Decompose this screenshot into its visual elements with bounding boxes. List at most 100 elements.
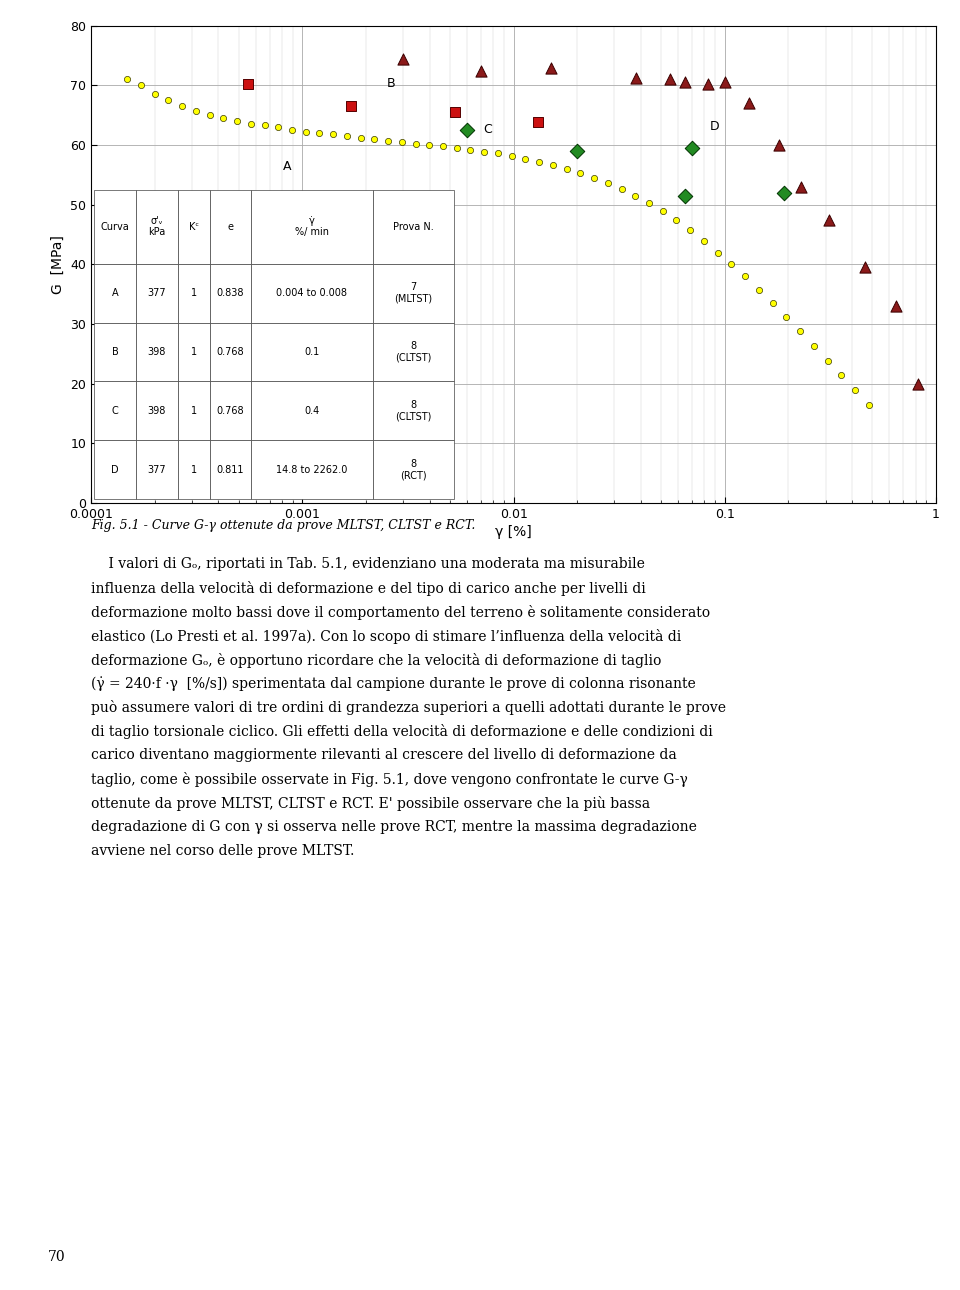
- Point: [447, 102, 463, 123]
- Point: [459, 120, 474, 141]
- Point: [504, 146, 519, 166]
- Point: [700, 74, 715, 94]
- Point: [821, 209, 836, 230]
- Point: [669, 209, 684, 230]
- Point: [229, 111, 245, 132]
- Point: [833, 365, 849, 386]
- Text: I valori di Gₒ, riportati in Tab. 5.1, evidenziano una moderata ma misurabile: I valori di Gₒ, riportati in Tab. 5.1, e…: [91, 557, 645, 571]
- Text: D: D: [709, 120, 719, 133]
- Point: [678, 72, 693, 93]
- Point: [600, 173, 615, 194]
- Point: [545, 155, 561, 175]
- Point: [678, 186, 693, 206]
- Point: [765, 293, 780, 313]
- Text: elastico (Lo Presti et al. 1997a). Con lo scopo di stimare l’influenza della vel: elastico (Lo Presti et al. 1997a). Con l…: [91, 630, 682, 644]
- Point: [435, 135, 450, 156]
- Point: [449, 138, 465, 159]
- Point: [202, 104, 217, 125]
- Point: [683, 219, 698, 240]
- Text: avviene nel corso delle prove MLTST.: avviene nel corso delle prove MLTST.: [91, 844, 354, 858]
- Point: [771, 135, 786, 156]
- Point: [655, 200, 670, 221]
- Point: [910, 374, 925, 395]
- Point: [119, 70, 134, 90]
- Point: [724, 254, 739, 275]
- Point: [243, 114, 258, 134]
- Text: B: B: [387, 77, 396, 90]
- Point: [463, 139, 478, 160]
- Point: [491, 143, 506, 164]
- Text: C: C: [484, 123, 492, 137]
- Text: deformazione Gₒ, è opportuno ricordare che la velocità di deformazione di taglio: deformazione Gₒ, è opportuno ricordare c…: [91, 653, 661, 668]
- Point: [543, 57, 559, 77]
- Text: taglio, come è possibile osservate in Fig. 5.1, dove vengono confrontate le curv: taglio, come è possibile osservate in Fi…: [91, 771, 688, 787]
- Point: [216, 108, 231, 129]
- Y-axis label: G  [MPa]: G [MPa]: [51, 235, 64, 294]
- Point: [312, 123, 327, 143]
- Text: deformazione molto bassi dove il comportamento del terreno è solitamente conside: deformazione molto bassi dove il comport…: [91, 605, 710, 620]
- Text: può assumere valori di tre ordini di grandezza superiori a quelli adottati duran: può assumere valori di tre ordini di gra…: [91, 700, 726, 716]
- Point: [367, 129, 382, 150]
- Point: [806, 335, 822, 356]
- Point: [380, 130, 396, 151]
- Text: di taglio torsionale ciclico. Gli effetti della velocità di deformazione e delle: di taglio torsionale ciclico. Gli effett…: [91, 725, 713, 739]
- Text: degradazione di G con γ si osserva nelle prove RCT, mentre la massima degradazio: degradazione di G con γ si osserva nelle…: [91, 820, 697, 833]
- Point: [530, 112, 545, 133]
- Point: [476, 142, 492, 163]
- Point: [861, 395, 876, 415]
- Text: ottenute da prove MLTST, CLTST e RCT. E' possibile osservare che la più bassa: ottenute da prove MLTST, CLTST e RCT. E'…: [91, 796, 650, 811]
- Point: [741, 93, 756, 114]
- Point: [344, 95, 359, 116]
- Point: [820, 351, 835, 372]
- Text: A: A: [283, 160, 292, 173]
- Point: [793, 321, 808, 342]
- Text: carico diventano maggiormente rilevanti al crescere del livello di deformazione : carico diventano maggiormente rilevanti …: [91, 748, 677, 762]
- Point: [284, 120, 300, 141]
- Text: Fig. 5.1 - Curve G-γ ottenute da prove MLTST, CLTST e RCT.: Fig. 5.1 - Curve G-γ ottenute da prove M…: [91, 519, 475, 531]
- Point: [559, 159, 574, 179]
- Point: [421, 135, 437, 156]
- Point: [572, 163, 588, 183]
- Point: [517, 148, 533, 169]
- Point: [684, 138, 700, 159]
- Point: [857, 257, 873, 277]
- Point: [133, 75, 149, 95]
- Point: [613, 179, 629, 200]
- Point: [395, 132, 410, 152]
- Text: 70: 70: [48, 1250, 65, 1264]
- Point: [271, 117, 286, 138]
- Point: [848, 379, 863, 400]
- Point: [629, 68, 644, 89]
- Point: [257, 115, 273, 135]
- Point: [532, 151, 547, 172]
- Point: [160, 90, 176, 111]
- X-axis label: γ [%]: γ [%]: [495, 525, 532, 539]
- Point: [628, 186, 643, 206]
- Point: [779, 307, 794, 328]
- Point: [889, 295, 904, 316]
- Point: [641, 192, 657, 213]
- Text: influenza della velocità di deformazione e del tipo di carico anche per livelli : influenza della velocità di deformazione…: [91, 580, 646, 596]
- Point: [776, 183, 791, 204]
- Point: [325, 124, 341, 144]
- Point: [569, 141, 585, 161]
- Point: [473, 61, 489, 81]
- Text: (γ̇ = 240·f ·γ  [%/s]) sperimentata dal campione durante le prove di colonna ris: (γ̇ = 240·f ·γ [%/s]) sperimentata dal c…: [91, 677, 696, 691]
- Point: [353, 128, 369, 148]
- Point: [587, 168, 602, 188]
- Point: [710, 243, 726, 263]
- Point: [696, 231, 711, 252]
- Point: [298, 121, 313, 142]
- Point: [794, 177, 809, 197]
- Point: [339, 126, 354, 147]
- Point: [717, 72, 732, 93]
- Point: [240, 74, 255, 94]
- Point: [396, 48, 411, 68]
- Point: [147, 84, 162, 104]
- Point: [752, 279, 767, 299]
- Point: [737, 266, 753, 286]
- Point: [662, 70, 678, 90]
- Point: [408, 134, 423, 155]
- Point: [175, 95, 190, 116]
- Point: [188, 101, 204, 121]
